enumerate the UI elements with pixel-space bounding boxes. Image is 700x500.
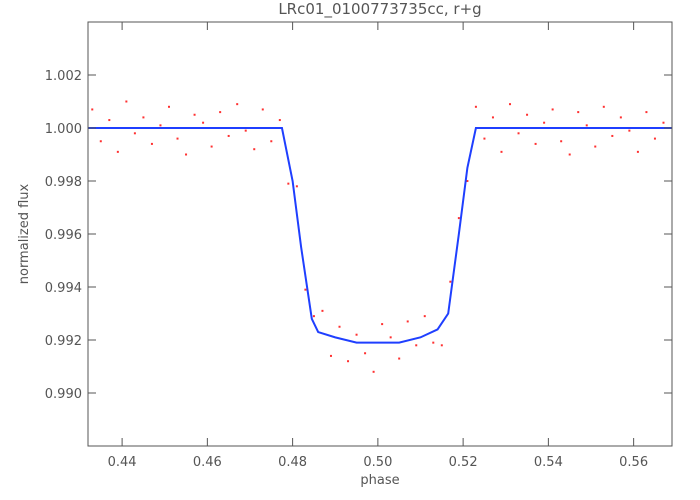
data-point [133,132,136,135]
data-point [585,124,588,127]
data-point [244,129,247,132]
data-point [185,153,188,156]
data-point [176,137,179,140]
data-point [509,103,512,106]
data-point [534,142,537,145]
data-point [577,111,580,114]
data-point [355,333,358,336]
data-point [457,217,460,220]
data-point [398,357,401,360]
y-axis-label: normalized flux [17,183,32,284]
data-point [236,103,239,106]
data-point [372,370,375,373]
data-point [329,354,332,357]
data-point [543,121,546,124]
data-point [432,341,435,344]
data-point [227,134,230,137]
data-point [167,105,170,108]
x-tick-label: 0.44 [108,455,137,470]
data-point [210,145,213,148]
chart-title: LRc01_0100773735cc, r+g [278,0,481,19]
data-point [91,108,94,111]
data-point [219,111,222,114]
data-point [150,142,153,145]
data-point [517,132,520,135]
y-tick-label: 1.000 [45,122,82,137]
data-point [568,153,571,156]
data-point [619,116,622,119]
data-point [611,134,614,137]
data-point [116,150,119,153]
data-point [364,352,367,355]
y-tick-label: 0.998 [45,175,82,190]
data-point [142,116,145,119]
data-point [347,360,350,363]
y-tick-label: 0.992 [45,334,82,349]
data-point [466,180,469,182]
data-point [304,288,307,291]
data-point [125,100,128,103]
data-point [483,137,486,140]
data-point [645,111,648,114]
data-point [253,148,256,151]
y-tick-label: 0.994 [45,281,82,296]
data-point [628,129,631,132]
x-tick-label: 0.48 [278,455,307,470]
data-point [491,116,494,119]
x-tick-label: 0.54 [534,455,563,470]
data-point [560,140,563,143]
data-point [159,124,162,127]
data-point [381,323,384,326]
data-point [440,344,443,347]
data-point [193,113,196,116]
y-tick-label: 0.996 [45,228,82,243]
model-line [88,127,672,344]
data-point [99,140,102,143]
data-point [449,280,452,283]
data-point [594,145,597,148]
data-point [389,336,392,339]
data-point [415,344,418,347]
data-point [662,121,665,124]
data-point [295,185,298,188]
y-tick-label: 0.990 [45,387,82,402]
data-point [551,108,554,111]
x-tick-label: 0.46 [193,455,222,470]
data-point [474,105,477,108]
data-point [108,119,111,122]
x-axis-label: phase [360,473,399,488]
data-point [321,309,324,312]
data-point [278,119,281,122]
data-point [500,150,503,153]
y-tick-label: 1.002 [45,69,82,84]
data-point [423,315,426,318]
plot-area [88,100,672,373]
data-point [602,105,605,108]
data-point [202,121,205,124]
data-point [636,150,639,153]
x-tick-label: 0.56 [619,455,648,470]
data-point [312,315,315,318]
data-point [287,182,290,185]
data-point [270,140,273,143]
data-point [526,113,529,116]
data-point [653,137,656,140]
x-tick-label: 0.50 [363,455,392,470]
data-point [261,108,264,111]
x-tick-label: 0.52 [449,455,478,470]
data-point [406,320,409,323]
data-point [338,325,341,328]
